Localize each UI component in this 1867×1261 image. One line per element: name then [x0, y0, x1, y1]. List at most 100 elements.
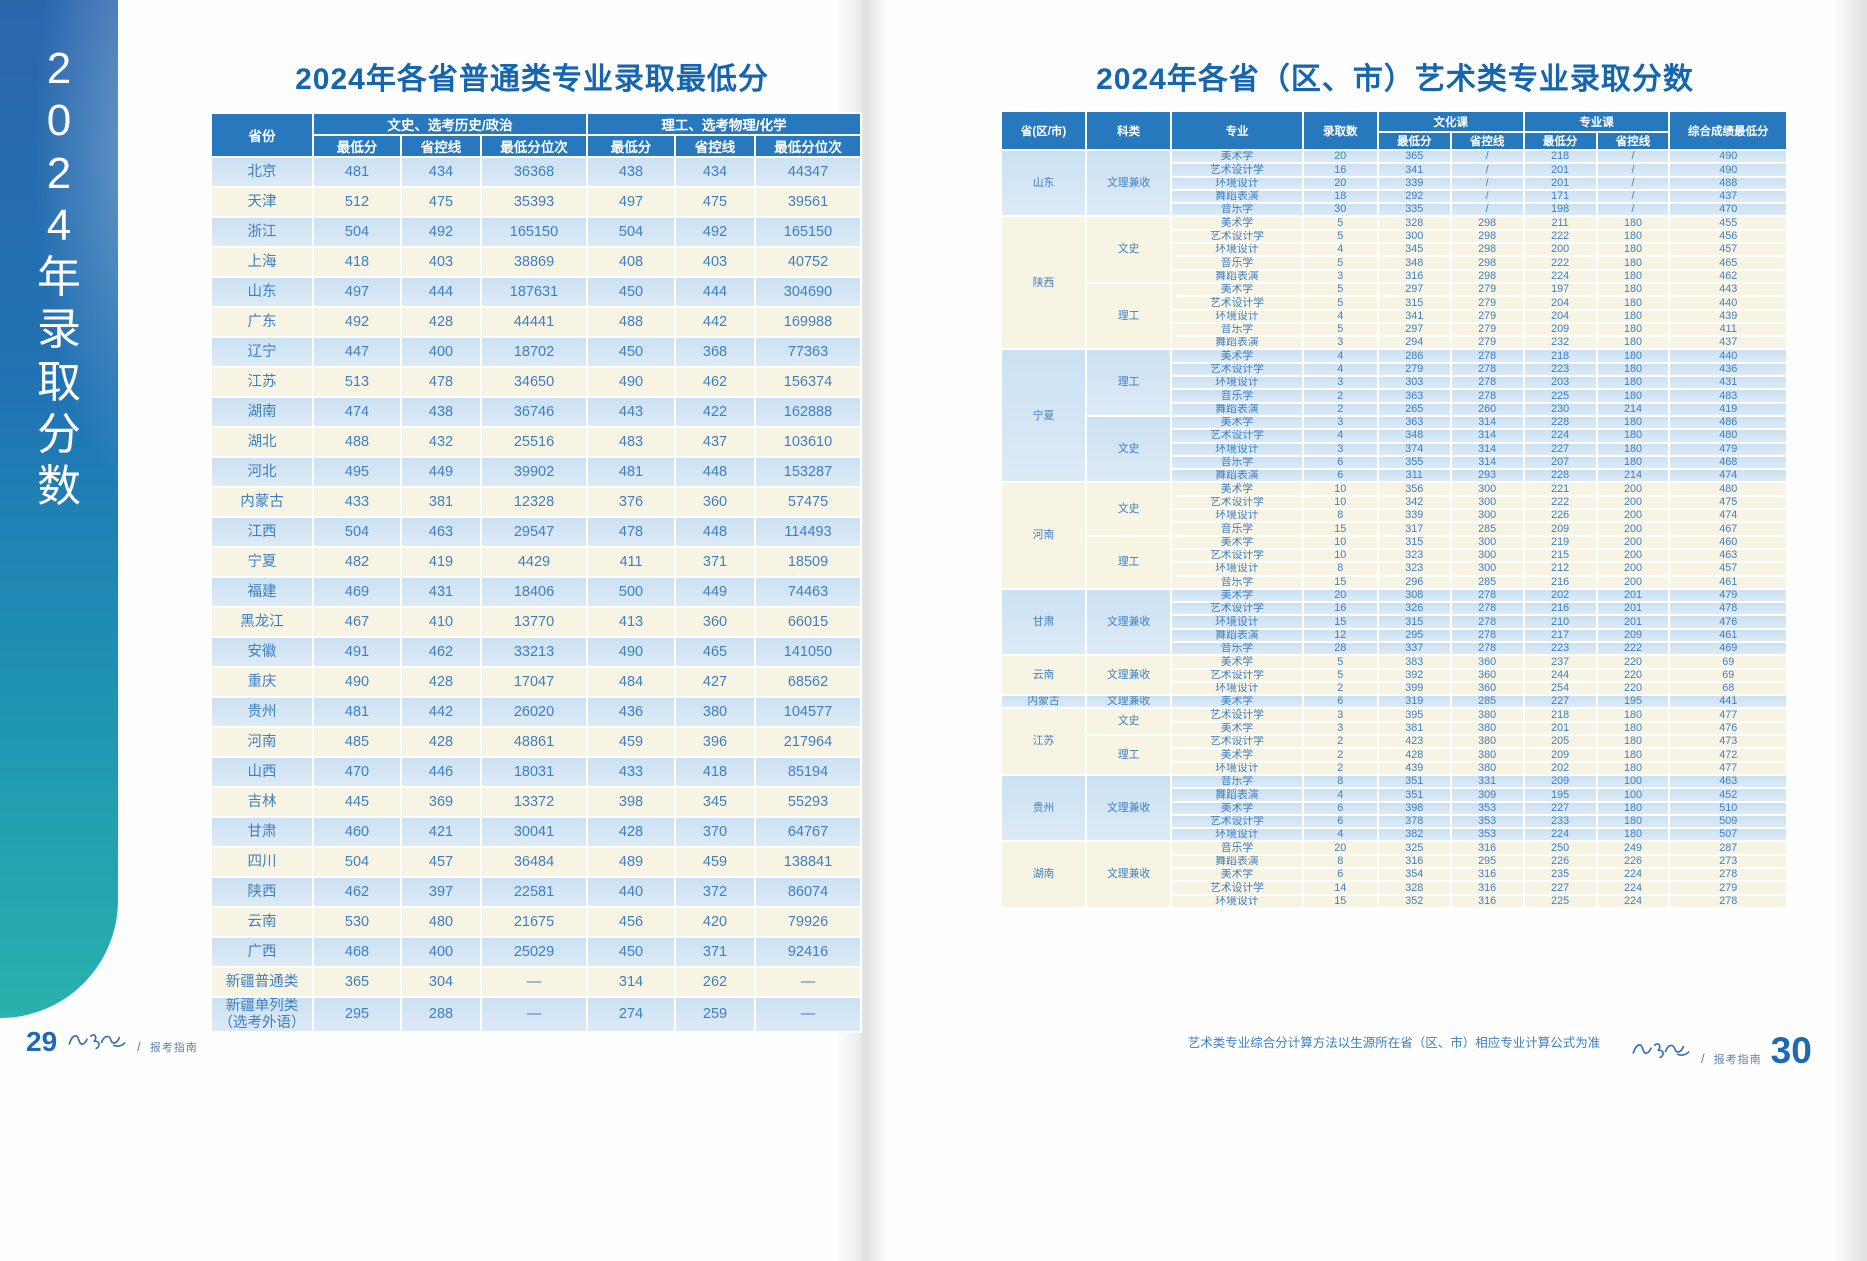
value-cell: 77363: [754, 336, 862, 368]
value-cell: 68: [1668, 680, 1788, 697]
value-cell: 530: [312, 906, 402, 938]
value-cell: 278: [1449, 640, 1525, 657]
value-cell: 279: [1668, 880, 1788, 896]
value-cell: 3: [1301, 268, 1379, 284]
value-cell: 216: [1522, 601, 1598, 617]
value-cell: 223: [1522, 640, 1598, 657]
table-row: 天津 512 475 35393 497 475 39561: [210, 186, 862, 218]
value-cell: 228: [1522, 468, 1598, 484]
value-cell: 5: [1301, 255, 1379, 271]
value-cell: 395: [1376, 707, 1452, 723]
value-cell: 461: [1668, 574, 1788, 590]
value-cell: 439: [1376, 760, 1452, 776]
value-cell: 180: [1595, 361, 1671, 378]
major-cell: 美术学: [1170, 281, 1304, 298]
table-row: 艺术设计学 14 328 316 227 224 279: [1001, 880, 1788, 896]
value-cell: 339: [1376, 175, 1452, 191]
value-cell: 294: [1376, 335, 1452, 351]
table-row: 舞蹈表演 4 351 309 195 100 452: [1001, 787, 1788, 803]
value-cell: 180: [1595, 734, 1671, 750]
footer-separator: /: [137, 1039, 141, 1054]
value-cell: 311: [1376, 468, 1452, 484]
value-cell: 219: [1522, 534, 1598, 550]
value-cell: 342: [1376, 494, 1452, 511]
value-cell: 2: [1301, 747, 1379, 763]
value-cell: 232: [1522, 335, 1598, 351]
value-cell: 369: [400, 786, 482, 818]
value-cell: 278: [1668, 893, 1788, 909]
value-cell: 20: [1301, 587, 1379, 604]
value-cell: 469: [312, 576, 402, 608]
value-cell: 497: [312, 276, 402, 308]
table-row: 上海 418 403 38869 408 403 40752: [210, 246, 862, 278]
value-cell: 428: [400, 666, 482, 698]
value-cell: 422: [674, 396, 756, 428]
value-cell: 459: [674, 846, 756, 878]
table-row: 浙江 504 492 165150 504 492 165150: [210, 216, 862, 248]
value-cell: 396: [674, 726, 756, 758]
value-cell: 13770: [480, 606, 588, 638]
value-cell: 354: [1376, 867, 1452, 883]
value-cell: 477: [1668, 707, 1788, 723]
value-cell: 355: [1376, 454, 1452, 471]
value-cell: 483: [586, 426, 676, 458]
value-cell: 495: [312, 456, 402, 488]
value-cell: 221: [1522, 481, 1598, 497]
value-cell: 440: [1668, 295, 1788, 311]
value-cell: 8: [1301, 507, 1379, 524]
right-page-number: 30: [1770, 1030, 1812, 1071]
right-page-title: 2024年各省（区、市）艺术类专业录取分数: [1096, 63, 1694, 96]
table-row: 江西 504 463 29547 478 448 114493: [210, 516, 862, 548]
value-cell: 428: [1376, 747, 1452, 763]
value-cell: 227: [1522, 880, 1598, 896]
table-row: 艺术设计学 5 392 360 244 220 69: [1001, 667, 1788, 683]
table-row: 湖南 文理兼收 音乐学 20 325 316 250 249 287: [999, 840, 1788, 909]
value-cell: 456: [586, 906, 676, 938]
value-cell: 15: [1301, 521, 1379, 537]
value-cell: 228: [1522, 414, 1598, 431]
value-cell: 156374: [754, 366, 862, 398]
value-cell: 380: [1449, 734, 1525, 750]
province-cell: 甘肃: [210, 816, 314, 848]
value-cell: 316: [1449, 840, 1525, 856]
table-row: 舞蹈表演 6 311 293 228 214 474: [1001, 468, 1788, 484]
value-cell: 470: [312, 756, 402, 788]
table-row: 贵州 481 442 26020 436 380 104577: [210, 696, 862, 728]
value-cell: 209: [1522, 773, 1598, 790]
table-row: 音乐学 15 296 285 216 200 461: [1001, 574, 1788, 590]
value-cell: 434: [400, 156, 482, 188]
major-cell: 美术学: [1170, 867, 1304, 883]
value-cell: 265: [1376, 401, 1452, 417]
value-cell: 6: [1301, 454, 1379, 471]
value-cell: 472: [1668, 747, 1788, 763]
value-cell: /: [1595, 148, 1671, 165]
value-cell: 398: [1376, 800, 1452, 816]
university-logo-script: [66, 1030, 128, 1055]
value-cell: 504: [312, 516, 402, 548]
table-row: 美术学 3 381 380 201 180 476: [1001, 720, 1788, 737]
table-row: 舞蹈表演 3 294 279 232 180 437: [1001, 335, 1788, 351]
value-cell: 222: [1522, 494, 1598, 511]
province-cell: 江西: [210, 516, 314, 548]
value-cell: 200: [1595, 561, 1671, 577]
value-cell: 4: [1301, 348, 1379, 364]
table-row: 内蒙古 433 381 12328 376 360 57475: [210, 486, 862, 518]
value-cell: 457: [1668, 561, 1788, 577]
value-cell: 235: [1522, 867, 1598, 883]
value-cell: 8: [1301, 561, 1379, 577]
column-header: 科类: [1085, 110, 1173, 151]
value-cell: 180: [1595, 268, 1671, 284]
value-cell: 180: [1595, 308, 1671, 324]
value-cell: 286: [1376, 348, 1452, 364]
value-cell: 250: [1522, 840, 1598, 856]
value-cell: 419: [400, 546, 482, 578]
value-cell: 201: [1595, 601, 1671, 617]
value-cell: 180: [1595, 228, 1671, 245]
table-row: 环境设计 4 341 279 204 180 439: [1001, 308, 1788, 324]
table-row: 音乐学 28 337 278 223 222 469: [1001, 640, 1788, 657]
value-cell: 328: [1376, 215, 1452, 231]
value-cell: 298: [1449, 242, 1525, 258]
value-cell: 39561: [754, 186, 862, 218]
value-cell: /: [1449, 148, 1525, 165]
category-cell: 文理兼收: [1085, 694, 1173, 710]
